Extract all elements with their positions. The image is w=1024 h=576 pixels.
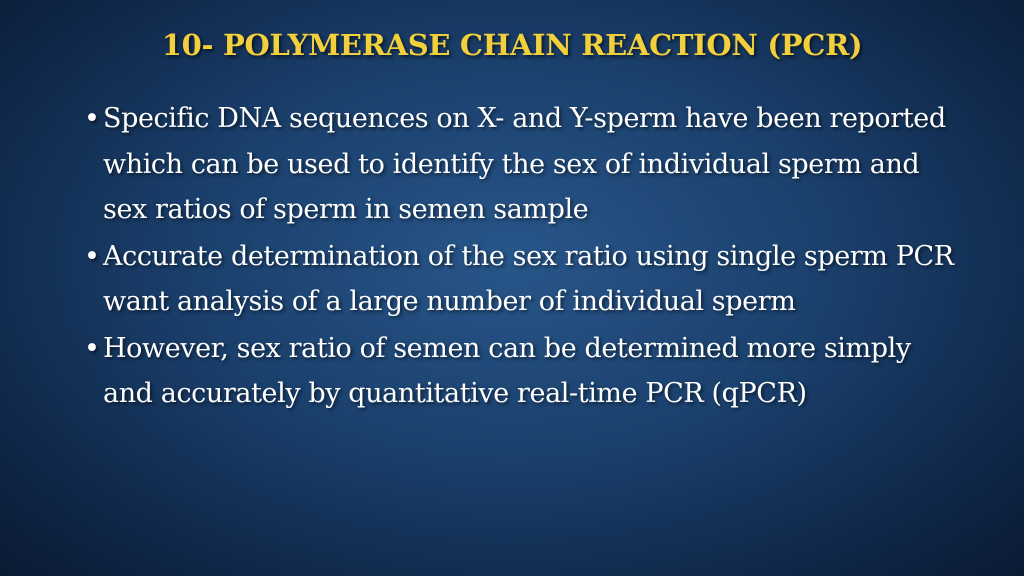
bullet-list: Specific DNA sequences on X- and Y-sperm… — [76, 96, 956, 418]
slide-title: 10- POLYMERASE CHAIN REACTION (PCR) — [161, 28, 863, 62]
bullet: Specific DNA sequences on X- and Y-sperm… — [76, 96, 956, 233]
bullet: However, sex ratio of semen can be deter… — [76, 326, 956, 417]
bullet: Accurate determination of the sex ratio … — [76, 234, 956, 325]
